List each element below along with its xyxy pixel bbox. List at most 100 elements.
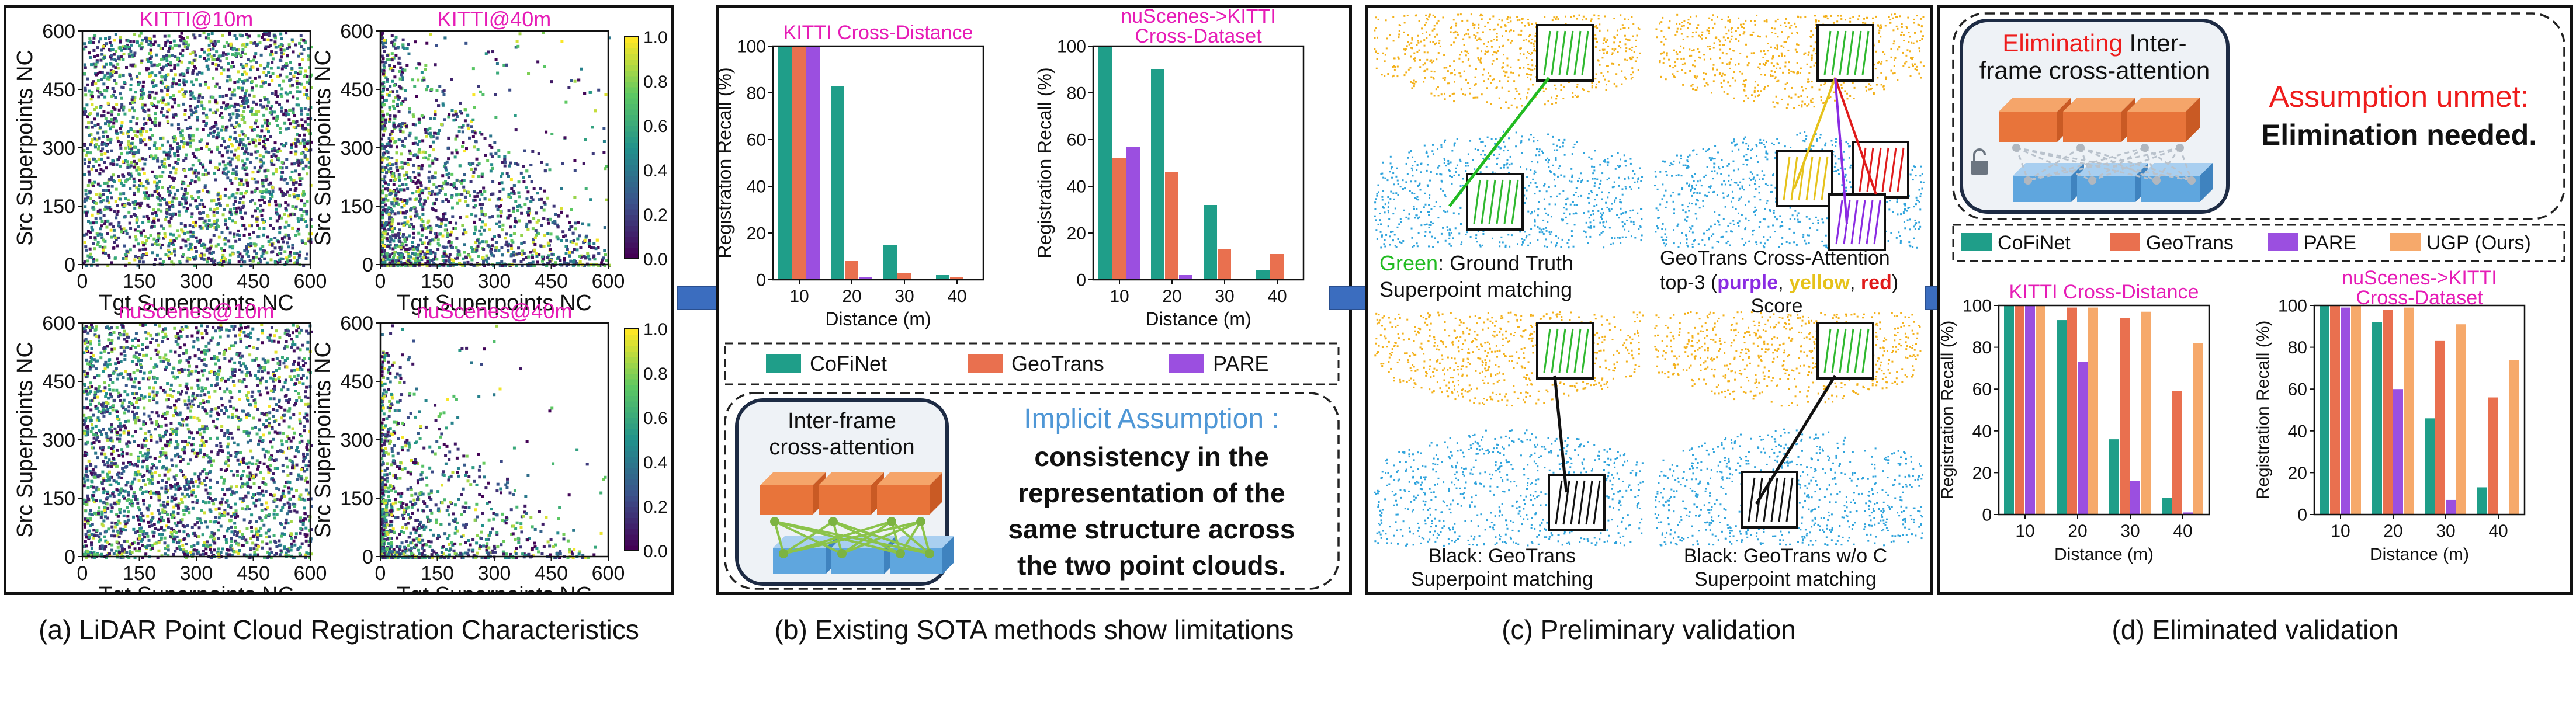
scatter-point (571, 263, 575, 267)
scatter-point (144, 37, 147, 40)
scatter-point (120, 48, 123, 52)
scatter-point (248, 232, 251, 236)
scatter-point (535, 252, 538, 255)
scatter-point (147, 217, 150, 220)
scatter-point (103, 208, 106, 211)
scatter-point (393, 260, 396, 263)
scatter-point (285, 182, 289, 185)
scatter-point (150, 439, 153, 442)
scatter-point (535, 255, 539, 258)
scatter-point (474, 228, 477, 232)
scatter-point (382, 113, 385, 117)
scatter-point (247, 58, 250, 61)
scatter-point (496, 208, 500, 211)
scatter-point (293, 162, 296, 166)
scatter-point (240, 179, 243, 183)
scatter-point (259, 135, 262, 138)
scatter-point (300, 112, 303, 116)
scatter-point (138, 44, 141, 48)
scatter-point (264, 516, 268, 519)
scatter-point (115, 82, 118, 85)
scatter-point (466, 203, 470, 207)
scatter-point (380, 125, 384, 128)
scatter-point (202, 203, 205, 207)
scatter-point (538, 253, 541, 256)
scatter-point (259, 158, 263, 162)
scatter-point (133, 33, 137, 36)
scatter-point (224, 126, 228, 129)
scatter-point (279, 92, 283, 96)
scatter-point (254, 77, 257, 80)
scatter-point (203, 219, 207, 223)
scatter-point (397, 262, 400, 265)
scatter-point (120, 103, 124, 106)
scatter-point (230, 93, 234, 97)
scatter-point (187, 133, 190, 137)
scatter-point (233, 47, 236, 50)
scatter-point (251, 65, 255, 69)
scatter-point (241, 166, 245, 170)
scatter-point (122, 108, 125, 112)
scatter-point (82, 545, 86, 548)
scatter-point (490, 253, 494, 257)
scatter-point (300, 158, 304, 162)
scatter-point (297, 164, 301, 167)
scatter-point (514, 200, 518, 203)
scatter-point (183, 90, 187, 93)
scatter-point (426, 258, 429, 262)
scatter-point (591, 126, 594, 129)
scatter-point (434, 110, 437, 114)
scatter-point (124, 180, 127, 183)
scatter-point (138, 508, 142, 512)
scatter-point (269, 258, 273, 262)
scatter-point (547, 244, 550, 247)
scatter-point (569, 259, 573, 263)
scatter-point (440, 123, 443, 126)
scatter-point (100, 220, 104, 223)
scatter-point (391, 260, 394, 263)
scatter-point (271, 57, 275, 61)
scatter-point (231, 65, 235, 68)
scatter-point (556, 223, 559, 227)
scatter-point (112, 225, 115, 228)
scatter-point (156, 100, 160, 104)
scatter-point (189, 97, 193, 100)
scatter-point (110, 175, 113, 179)
scatter-point (564, 234, 567, 238)
scatter-point (514, 46, 518, 49)
scatter-point (243, 168, 247, 171)
scatter-point (171, 432, 174, 435)
scatter-point (188, 402, 192, 406)
scatter-point (226, 176, 230, 180)
scatter-point (216, 382, 219, 385)
scatter-point (127, 518, 130, 522)
scatter-point (407, 248, 410, 251)
scatter-point (149, 490, 152, 493)
scatter-point (435, 136, 439, 140)
scatter-point (410, 223, 413, 226)
scatter-point (382, 69, 386, 73)
scatter-point (160, 175, 164, 178)
scatter-point (210, 32, 214, 36)
scatter-point (270, 251, 273, 254)
scatter-point (252, 141, 255, 144)
scatter-point (171, 82, 175, 85)
scatter-point (224, 128, 228, 132)
scatter-point (272, 379, 275, 383)
scatter-point (170, 214, 174, 218)
scatter-point (522, 176, 525, 179)
scatter-point (500, 260, 504, 263)
scatter-point (275, 207, 278, 211)
scatter-point (415, 190, 419, 193)
scatter-point (383, 129, 386, 133)
scatter-point (287, 509, 291, 513)
scatter-point (123, 204, 127, 207)
scatter-point (212, 261, 215, 265)
scatter-point (381, 168, 384, 172)
scatter-point (234, 51, 238, 55)
scatter-point (115, 187, 118, 191)
scatter-point (388, 106, 391, 109)
scatter-point (169, 61, 172, 64)
scatter-point (93, 117, 96, 121)
scatter-point (510, 187, 514, 190)
